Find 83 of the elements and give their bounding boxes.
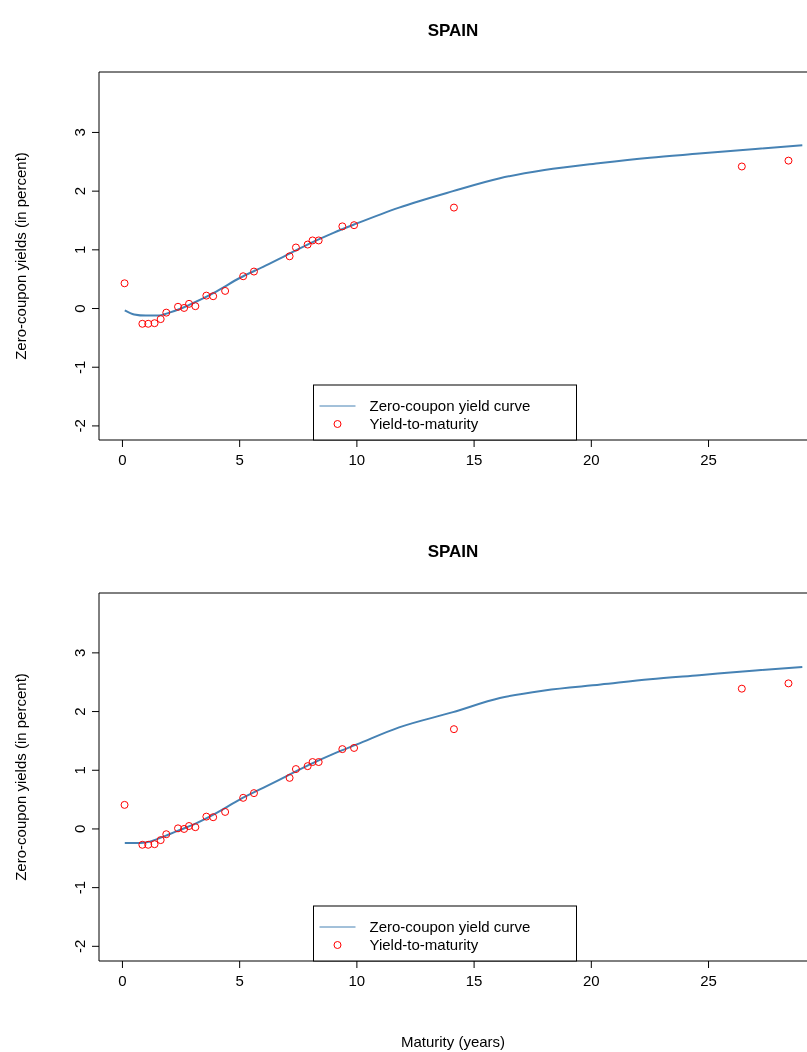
point [174, 302, 183, 311]
point [249, 267, 258, 276]
legend-label: Zero-coupon yield curve [369, 397, 531, 414]
point [120, 279, 129, 288]
y-tick-label: -2 [71, 419, 88, 433]
point [191, 823, 200, 832]
chart-title: SPAIN [427, 21, 479, 40]
point [156, 836, 165, 845]
point [784, 156, 793, 165]
point [185, 299, 194, 308]
point [162, 308, 171, 317]
x-tick-label: 10 [348, 972, 366, 989]
point [239, 272, 248, 281]
point [285, 252, 294, 261]
point [291, 765, 300, 774]
point [314, 758, 323, 767]
point [350, 221, 359, 230]
point [338, 222, 347, 231]
point [239, 793, 248, 802]
point [120, 800, 129, 809]
point [191, 302, 200, 311]
point [303, 240, 312, 249]
point [784, 679, 793, 688]
point [138, 319, 147, 328]
point [156, 315, 165, 324]
legend-label: Yield-to-maturity [369, 936, 479, 953]
x-tick-label: 5 [235, 972, 244, 989]
point [338, 745, 347, 754]
point [249, 789, 258, 798]
x-tick-label: 10 [348, 451, 366, 468]
point [150, 319, 159, 328]
y-tick-label: -1 [71, 880, 88, 895]
point [209, 292, 218, 301]
point [291, 243, 300, 252]
point [314, 236, 323, 245]
y-tick-label: -2 [71, 939, 88, 953]
point [138, 840, 147, 849]
y-tick-label: 3 [71, 648, 88, 658]
chart-title: SPAIN [427, 542, 479, 561]
point [737, 684, 746, 693]
y-tick-label: 3 [71, 128, 88, 137]
point [308, 236, 317, 245]
x-tick-label: 5 [235, 451, 244, 468]
point [202, 291, 211, 300]
x-tick-label: 25 [700, 972, 717, 989]
point [150, 840, 159, 849]
y-axis-title: Zero-coupon yields (in percent) [12, 673, 29, 881]
point [144, 319, 153, 328]
x-tick-label: 15 [465, 972, 483, 989]
y-tick-label: 2 [71, 186, 88, 196]
point [185, 822, 194, 831]
point [209, 813, 218, 822]
x-tick-label: 15 [465, 451, 483, 468]
point [449, 203, 458, 212]
point [737, 162, 746, 171]
x-tick-label: 0 [118, 972, 127, 989]
y-tick-label: 0 [71, 304, 88, 313]
point [303, 762, 312, 771]
point [174, 824, 183, 833]
point [285, 773, 294, 782]
legend-label: Zero-coupon yield curve [369, 918, 531, 935]
y-tick-label: -1 [71, 360, 88, 374]
y-tick-label: 2 [71, 707, 88, 716]
x-tick-label: 0 [118, 451, 127, 468]
point [350, 743, 359, 752]
x-axis-title: Maturity (years) [400, 1033, 506, 1050]
legend-label: Yield-to-maturity [369, 415, 479, 432]
x-tick-label: 20 [582, 972, 600, 989]
point [449, 725, 458, 734]
y-tick-label: 0 [71, 824, 88, 834]
point [221, 286, 230, 295]
point [144, 840, 153, 849]
point [180, 303, 189, 312]
y-axis-title: Zero-coupon yields (in percent) [12, 152, 29, 360]
point [180, 824, 189, 833]
x-tick-label: 20 [582, 451, 600, 468]
point [162, 830, 171, 839]
x-tick-label: 25 [700, 451, 717, 468]
point [221, 807, 230, 816]
point [202, 812, 211, 821]
y-tick-label: 1 [71, 766, 88, 775]
y-tick-label: 1 [71, 245, 88, 255]
point [308, 758, 317, 767]
